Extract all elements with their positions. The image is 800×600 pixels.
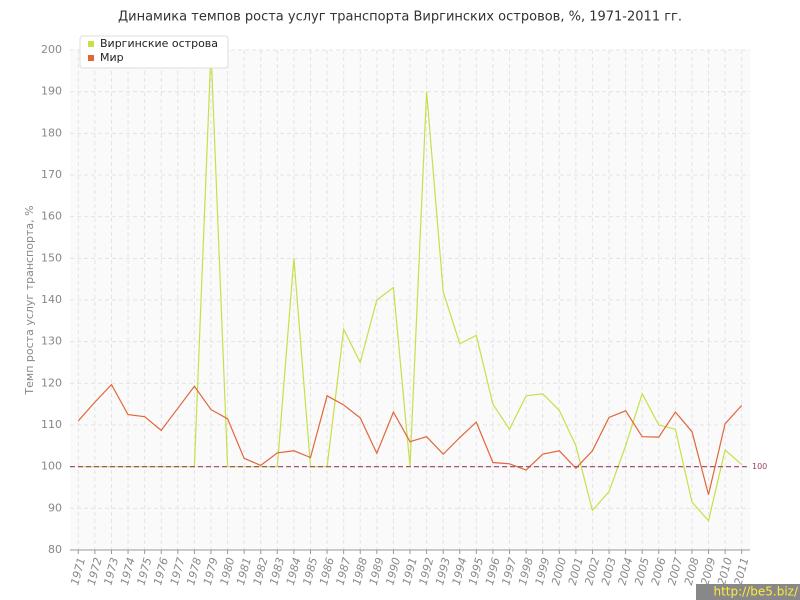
y-tick-label: 180 bbox=[41, 126, 62, 139]
y-tick-label: 120 bbox=[41, 376, 62, 389]
chart-title: Динамика темпов роста услуг транспорта В… bbox=[118, 10, 682, 25]
y-tick-label: 90 bbox=[48, 501, 62, 514]
y-tick-label: 130 bbox=[41, 335, 62, 348]
y-tick-label: 110 bbox=[41, 418, 62, 431]
y-tick-label: 160 bbox=[41, 210, 62, 223]
watermark: http://be5.biz/ bbox=[713, 585, 798, 599]
y-tick-label: 190 bbox=[41, 85, 62, 98]
y-axis-label: Темп роста услуг транспорта, % bbox=[23, 205, 36, 395]
x-tick-label: 2011 bbox=[732, 556, 752, 586]
y-tick-label: 150 bbox=[41, 251, 62, 264]
legend-label: Виргинские острова bbox=[100, 37, 218, 50]
y-tick-label: 170 bbox=[41, 168, 62, 181]
watermark-bg bbox=[696, 584, 800, 600]
legend-swatch bbox=[88, 55, 94, 61]
legend-label: Мир bbox=[100, 51, 124, 64]
y-tick-label: 100 bbox=[41, 460, 62, 473]
legend-swatch bbox=[88, 41, 94, 47]
y-tick-label: 200 bbox=[41, 43, 62, 56]
reference-label: 100 bbox=[752, 462, 767, 471]
y-tick-label: 140 bbox=[41, 293, 62, 306]
series-line bbox=[77, 383, 743, 495]
y-tick-label: 80 bbox=[48, 543, 62, 556]
legend-box bbox=[79, 35, 229, 69]
